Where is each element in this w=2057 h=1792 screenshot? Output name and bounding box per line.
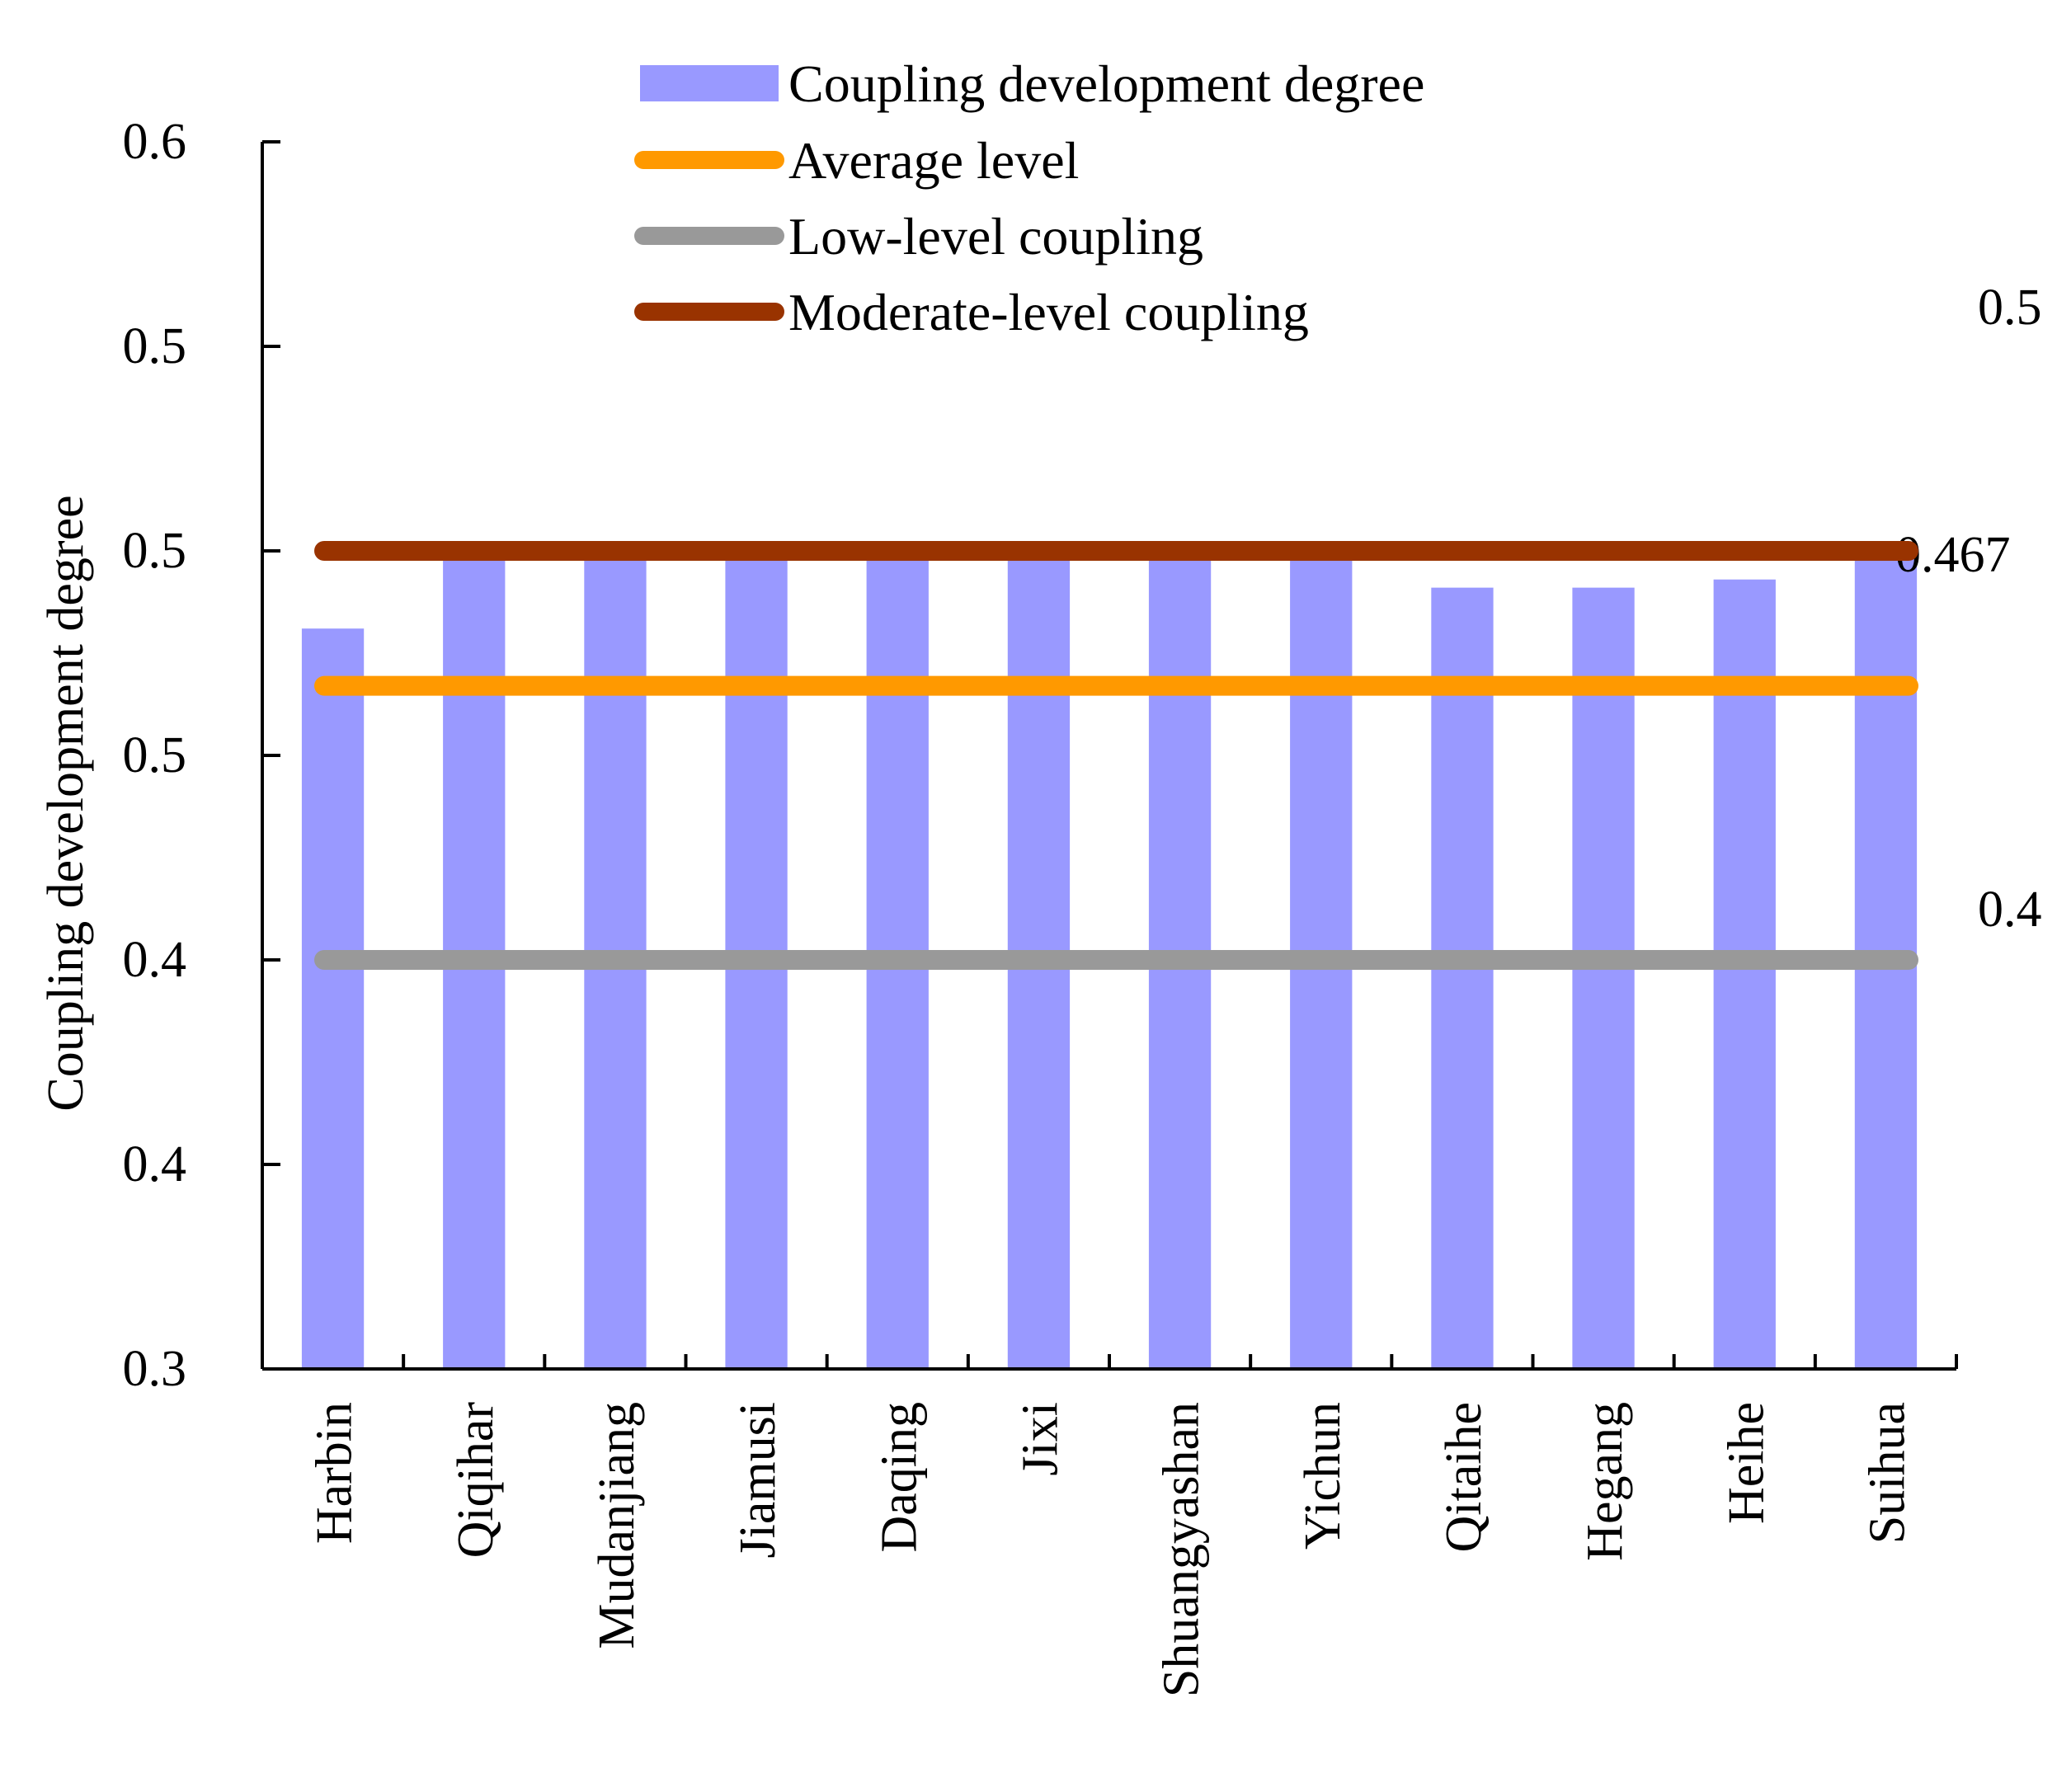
ref-label-moderate: 0.5 [1978, 280, 2042, 336]
x-tick-label: Mudanjiang [589, 1402, 645, 1649]
x-tick-label: Yichun [1295, 1402, 1351, 1550]
x-tick-label: Heihe [1718, 1402, 1774, 1524]
x-tick-label: Harbin [307, 1402, 363, 1544]
legend-label: Low-level coupling [788, 207, 1203, 266]
bar-qitaihe [1431, 587, 1494, 1369]
y-tick-label: 0.6 [123, 114, 187, 170]
bar-harbin [301, 628, 365, 1369]
y-tick-label: 0.4 [123, 1136, 187, 1192]
legend-label: Average level [788, 131, 1079, 190]
legend-label: Moderate-level coupling [788, 283, 1309, 341]
ref-label-low: 0.4 [1978, 882, 2042, 938]
x-tick-label: Daqing [871, 1402, 927, 1553]
bar-heihe [1713, 579, 1776, 1369]
x-tick-label: Jiamusi [730, 1402, 786, 1558]
x-tick-label: Jixi [1012, 1402, 1068, 1476]
x-tick-label: Qitaihe [1436, 1402, 1492, 1553]
x-tick-label: Shuangyashan [1154, 1402, 1210, 1697]
legend-swatch-bar [640, 65, 779, 101]
x-tick-label: Qiqihar [448, 1402, 504, 1559]
y-axis-ticks: 0.3 0.4 0.4 0.5 0.5 0.5 0.6 [123, 114, 280, 1397]
x-tick-label: Hegang [1577, 1402, 1633, 1561]
y-tick-label: 0.5 [123, 318, 187, 374]
y-axis-label: Coupling development degree [38, 495, 94, 1111]
y-tick-label: 0.3 [123, 1341, 187, 1397]
legend: Coupling development degree Average level… [634, 54, 1424, 341]
y-tick-label: 0.5 [123, 523, 187, 579]
y-tick-label: 0.4 [123, 932, 187, 988]
legend-label: Coupling development degree [788, 54, 1424, 113]
bar-hegang [1572, 587, 1635, 1369]
x-tick-label: Suihua [1859, 1402, 1915, 1544]
x-axis-ticks: Harbin Qiqihar Mudanjiang Jiamusi Daqing Jixi… [307, 1354, 1958, 1697]
y-tick-label: 0.5 [123, 727, 187, 783]
